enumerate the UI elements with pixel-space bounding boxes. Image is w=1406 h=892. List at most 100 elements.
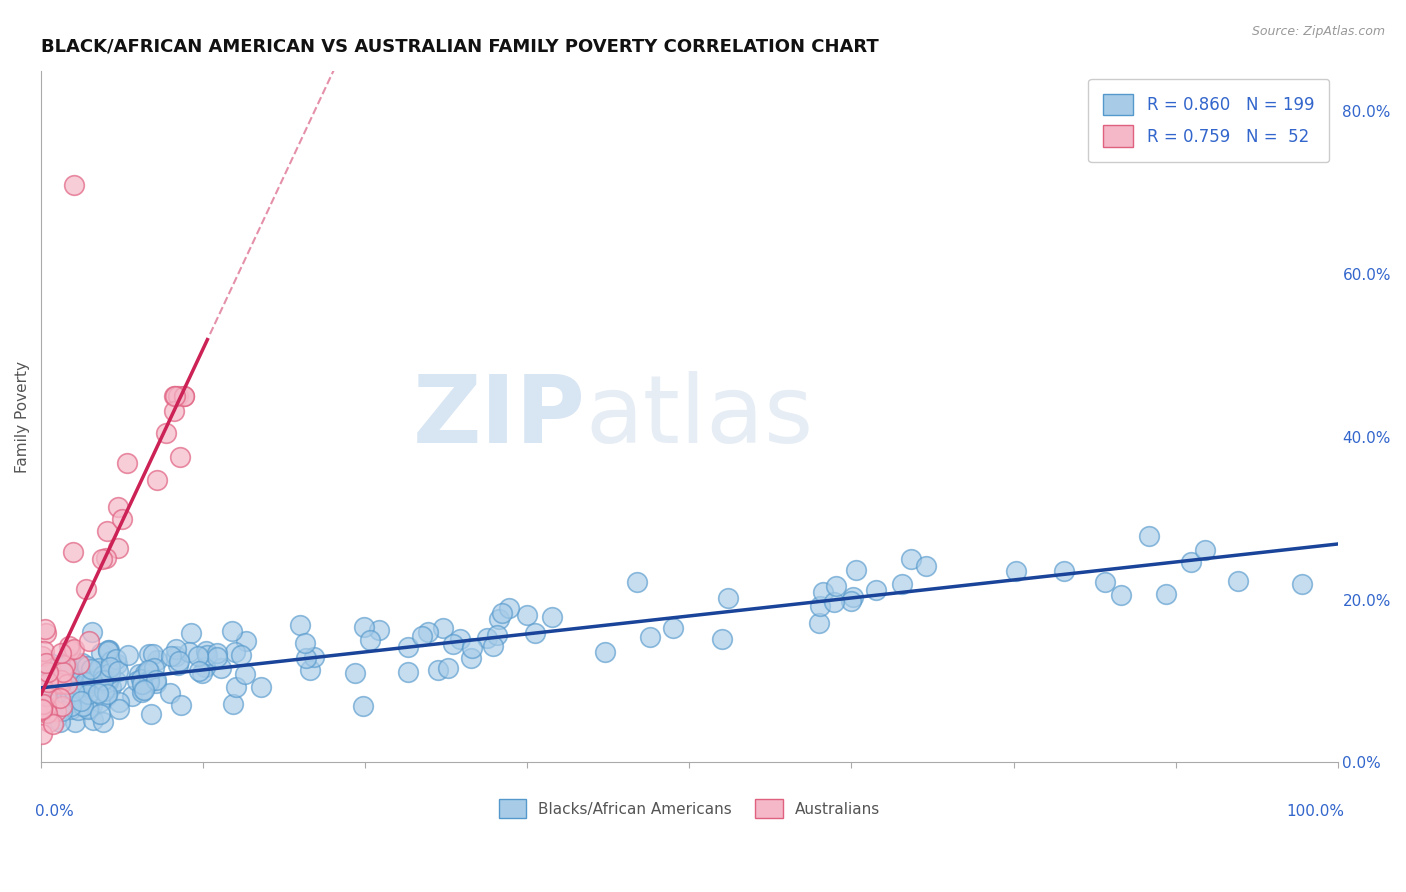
Point xyxy=(52,665,75,679)
Point xyxy=(67,703,90,717)
Point xyxy=(488,612,510,626)
Text: BLACK/AFRICAN AMERICAN VS AUSTRALIAN FAMILY POVERTY CORRELATION CHART: BLACK/AFRICAN AMERICAN VS AUSTRALIAN FAM… xyxy=(41,37,879,55)
Point xyxy=(66,683,89,698)
Point xyxy=(48,677,70,691)
Point xyxy=(59,680,82,694)
Point xyxy=(138,648,160,662)
Point xyxy=(117,648,139,662)
Point xyxy=(131,677,153,691)
Point xyxy=(82,624,104,639)
Point xyxy=(165,641,187,656)
Point xyxy=(59,652,82,666)
Point xyxy=(139,706,162,721)
Point xyxy=(170,698,193,713)
Point xyxy=(39,657,62,671)
Point xyxy=(449,632,471,647)
Point xyxy=(593,645,616,659)
Point xyxy=(1227,574,1250,588)
Point xyxy=(145,676,167,690)
Point xyxy=(32,697,55,711)
Point xyxy=(76,659,98,673)
Point xyxy=(96,524,118,539)
Point xyxy=(224,645,246,659)
Point xyxy=(134,683,156,698)
Point xyxy=(485,628,508,642)
Point xyxy=(82,713,104,727)
Point xyxy=(35,684,58,698)
Point xyxy=(98,665,121,680)
Point xyxy=(32,658,55,673)
Point xyxy=(41,683,63,698)
Point xyxy=(1291,577,1313,591)
Point xyxy=(48,698,70,712)
Point xyxy=(77,702,100,716)
Point xyxy=(662,620,685,634)
Point xyxy=(97,674,120,689)
Point xyxy=(205,650,228,665)
Point xyxy=(32,644,55,658)
Point xyxy=(35,689,58,703)
Point xyxy=(367,624,389,638)
Point xyxy=(56,662,79,676)
Point xyxy=(159,686,181,700)
Point xyxy=(426,663,449,677)
Point xyxy=(460,651,482,665)
Point xyxy=(31,649,53,664)
Point xyxy=(845,563,868,577)
Point xyxy=(67,679,90,693)
Point xyxy=(353,620,375,634)
Y-axis label: Family Poverty: Family Poverty xyxy=(15,360,30,473)
Point xyxy=(146,653,169,667)
Point xyxy=(37,675,59,690)
Point xyxy=(129,672,152,686)
Point xyxy=(31,727,53,741)
Point xyxy=(299,663,322,677)
Point xyxy=(229,648,252,662)
Point xyxy=(35,699,58,714)
Point xyxy=(79,676,101,690)
Point xyxy=(72,684,94,698)
Point xyxy=(107,500,129,514)
Point xyxy=(48,670,70,684)
Point xyxy=(138,665,160,679)
Point xyxy=(1109,588,1132,602)
Point xyxy=(136,664,159,678)
Point xyxy=(63,684,86,698)
Point xyxy=(915,559,938,574)
Point xyxy=(169,450,191,464)
Point xyxy=(100,654,122,668)
Point xyxy=(72,699,94,714)
Point xyxy=(432,621,454,635)
Point xyxy=(91,668,114,682)
Point xyxy=(32,678,55,692)
Point xyxy=(461,640,484,655)
Point xyxy=(128,666,150,681)
Point xyxy=(45,675,67,690)
Point xyxy=(44,669,66,683)
Point xyxy=(142,661,165,675)
Point xyxy=(59,672,82,686)
Point xyxy=(498,601,520,615)
Point xyxy=(42,716,65,731)
Point xyxy=(51,704,73,718)
Point xyxy=(53,674,76,689)
Text: 0.0%: 0.0% xyxy=(35,804,73,819)
Point xyxy=(97,642,120,657)
Point xyxy=(96,687,118,701)
Point xyxy=(165,648,187,663)
Point xyxy=(437,661,460,675)
Point xyxy=(523,626,546,640)
Point xyxy=(145,673,167,687)
Point xyxy=(105,657,128,671)
Point xyxy=(416,624,439,639)
Point xyxy=(37,693,59,707)
Point xyxy=(82,673,104,687)
Point xyxy=(91,669,114,683)
Point xyxy=(69,691,91,706)
Point xyxy=(900,552,922,566)
Point xyxy=(87,664,110,678)
Point xyxy=(180,625,202,640)
Point xyxy=(79,679,101,693)
Point xyxy=(235,634,257,648)
Point xyxy=(90,646,112,660)
